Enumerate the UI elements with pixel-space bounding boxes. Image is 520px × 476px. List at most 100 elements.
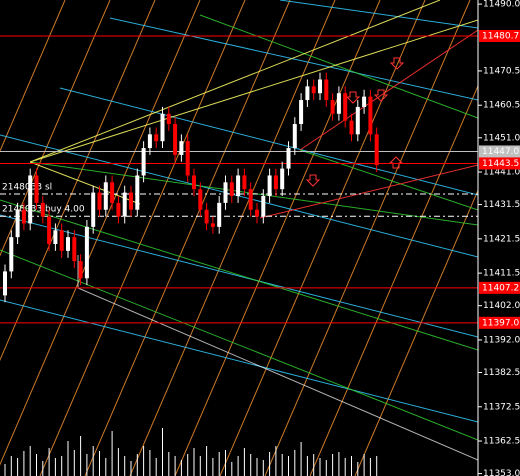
level-label: 11407.2 [482, 283, 519, 293]
volume-bar [4, 464, 6, 476]
candle-body [160, 113, 165, 142]
candle-body [97, 192, 102, 210]
level-box [479, 157, 520, 170]
volume-bar [363, 454, 365, 476]
volume-bar [10, 456, 12, 476]
candle-body [318, 79, 322, 94]
volume-bar [54, 458, 56, 476]
candle-body [154, 134, 159, 142]
candle-body [204, 209, 209, 224]
order-label: 2148033 sl [2, 182, 52, 192]
candle-body [229, 182, 234, 197]
candle-body [210, 223, 215, 227]
candle-body [116, 202, 121, 217]
volume-bar [262, 460, 264, 476]
volume-bar [187, 454, 189, 476]
volume-bar [212, 458, 214, 476]
volume-bar [143, 446, 145, 476]
candle-body [292, 124, 297, 149]
volume-bar [193, 448, 195, 476]
candle-body [236, 175, 241, 197]
volume-bar [269, 452, 271, 476]
volume-bar [231, 462, 233, 476]
level-box [479, 316, 520, 329]
candle-body [34, 175, 39, 203]
y-tick-label: 11441.0 [483, 168, 520, 178]
candle-body [84, 226, 89, 279]
volume-bar [61, 456, 63, 476]
candle-body [141, 148, 146, 176]
volume-bar [218, 452, 220, 476]
level-box [479, 281, 520, 294]
volume-bar [275, 446, 277, 476]
volume-bar [351, 456, 352, 476]
candle-body [9, 237, 14, 272]
candle-body [286, 148, 291, 169]
candle-body [166, 113, 171, 125]
candle-body [59, 230, 64, 251]
volume-bar [319, 458, 321, 476]
candle-body [362, 96, 367, 107]
candle-body [311, 86, 316, 94]
volume-bar [344, 458, 346, 476]
candle-body [336, 93, 341, 114]
volume-bar [338, 452, 340, 476]
candle-body [179, 141, 184, 155]
candle-body [299, 100, 304, 125]
y-tick-label: 11431.5 [483, 200, 520, 210]
volume-bar [256, 458, 258, 476]
volume-bar [174, 456, 176, 476]
yellow-fan [29, 0, 478, 205]
candle-body [280, 168, 285, 190]
candle-body [242, 175, 247, 190]
candle-body [110, 182, 115, 203]
candle-body [355, 106, 360, 135]
volume-bar [306, 456, 308, 476]
y-axis: 11490.0 11470.5 11460.5 11451.0 11441.0 11431… [477, 0, 520, 476]
volume-bar [130, 461, 132, 476]
candle-body [343, 93, 348, 121]
y-tick-label: 11382.5 [483, 368, 520, 378]
candle-body [255, 209, 259, 217]
white-lines [77, 255, 478, 461]
candle-body [53, 230, 58, 244]
candle-body [368, 96, 373, 135]
y-tick-label: 11392.0 [483, 335, 520, 345]
candle-body [192, 175, 196, 190]
y-tick-label: 11421.5 [483, 234, 520, 244]
volume-bar [73, 450, 75, 476]
volume-bar [294, 450, 296, 476]
level-box [479, 145, 520, 158]
candle-body [217, 202, 222, 227]
candle-body [21, 209, 26, 224]
volume-bar [117, 448, 119, 476]
level-box [479, 29, 520, 42]
candle-body [147, 134, 152, 149]
volume-bar [105, 458, 107, 476]
candle-body [330, 100, 335, 114]
candle-body [267, 175, 272, 197]
volume-bar [243, 448, 245, 476]
plot: 2148033 sl2148033 buy 4.00 [0, 35, 478, 476]
volume-bar [149, 450, 151, 476]
candle-body [349, 120, 354, 135]
candle-body [223, 182, 228, 203]
y-tick-label: 11451.0 [483, 133, 520, 143]
candle-body [185, 141, 190, 176]
candle-body [374, 134, 379, 166]
volume-bar [250, 454, 252, 476]
candle-body [78, 261, 83, 279]
volume-bar [155, 458, 157, 476]
volume-bar [124, 456, 126, 476]
candle-body [324, 79, 329, 101]
volume-bar [225, 450, 226, 476]
level-label: 11397.0 [482, 318, 519, 328]
y-tick-label: 11372.5 [483, 402, 520, 412]
volume-bar [206, 446, 208, 476]
candle-body [103, 182, 108, 210]
candle-body [135, 175, 140, 210]
volume-bar [17, 458, 19, 476]
volume-bar [325, 460, 327, 476]
